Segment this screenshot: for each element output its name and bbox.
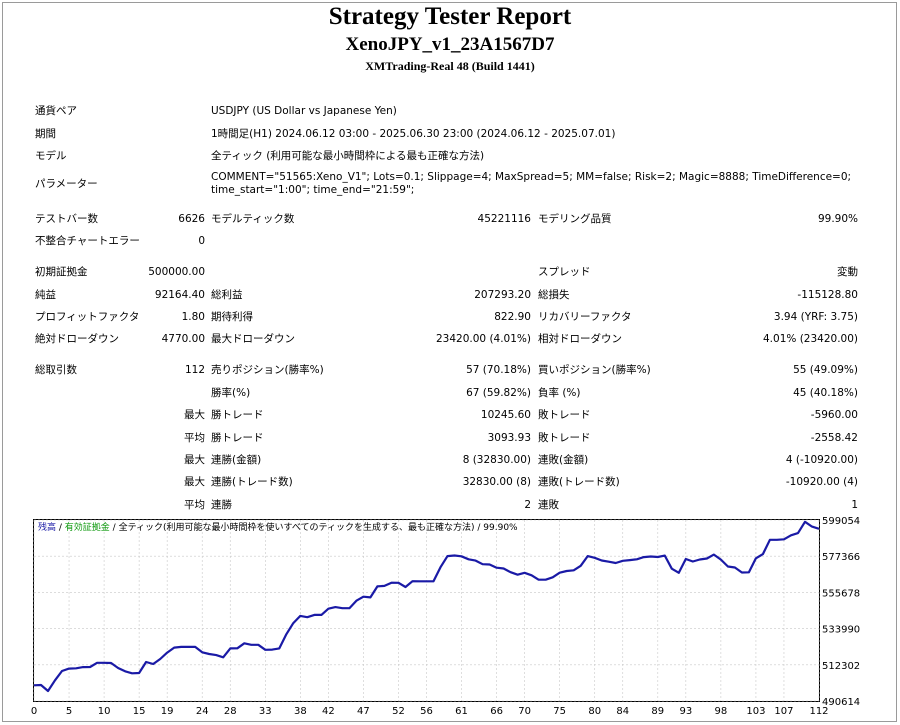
- recovery-factor-value: 3.94 (YRF: 3.75): [773, 311, 858, 323]
- profit-factor-label: プロフィットファクタ: [35, 311, 140, 323]
- total-trades-value: 112: [184, 364, 205, 376]
- bars-label: テストバー数: [35, 213, 98, 225]
- legend-equity: 有効証拠金: [64, 523, 110, 533]
- mismatch-value: 0: [198, 235, 205, 247]
- pair-label: 通貨ペア: [35, 105, 77, 117]
- total-trades-label: 総取引数: [35, 364, 77, 376]
- consec-losses-count-label: 連敗(トレード数): [538, 476, 620, 488]
- largest-loss-value: -5960.00: [810, 409, 858, 421]
- gross-profit-value: 207293.20: [474, 289, 531, 301]
- params-label: パラメーター: [35, 178, 98, 190]
- short-positions-value: 57 (70.18%): [466, 364, 531, 376]
- mismatch-label: 不整合チャートエラー: [35, 235, 140, 247]
- gross-loss-value: -115128.80: [797, 289, 858, 301]
- spread-value: 変動: [837, 266, 858, 278]
- rel-drawdown-value: 4.01% (23420.00): [763, 333, 858, 345]
- avg-loss-label: 敗トレード: [538, 432, 591, 444]
- consec-wins-count-label: 連勝(トレード数): [211, 476, 293, 488]
- net-profit-value: 92164.40: [154, 289, 205, 301]
- recovery-factor-label: リカバリーファクタ: [538, 311, 632, 323]
- report-title: Strategy Tester Report: [328, 3, 572, 30]
- profit-factor-value: 1.80: [181, 311, 205, 323]
- consec-losses-count-value: -10920.00 (4): [785, 476, 858, 488]
- consec-losses-amount-label: 連敗(金額): [538, 454, 589, 466]
- avg-consec-wins-value: 2: [524, 499, 531, 511]
- avg-win-label: 勝トレード: [211, 432, 264, 444]
- ticks-label: モデルティック数: [211, 213, 295, 225]
- avg-win-value: 3093.93: [487, 432, 531, 444]
- abs-drawdown-label: 絶対ドローダウン: [35, 333, 119, 345]
- spread-label: スプレッド: [538, 266, 591, 278]
- quality-label: モデリング品質: [538, 213, 612, 225]
- legend-separator: /: [109, 523, 119, 533]
- report-subtitle: XenoJPY_v1_23A1567D7: [345, 34, 555, 55]
- ticks-value: 45221116: [477, 213, 531, 225]
- legend-quality: 99.90%: [483, 523, 518, 533]
- abs-drawdown-value: 4770.00: [161, 333, 205, 345]
- avg-loss-value: -2558.42: [810, 432, 858, 444]
- consec-wins-amount-label: 連勝(金額): [211, 454, 262, 466]
- loss-rate-label: 負率 (%): [538, 387, 581, 399]
- largest-prefix: 最大: [184, 409, 205, 421]
- params-line2: time_start="1:00"; time_end="21:59";: [211, 184, 415, 196]
- loss-rate-value: 45 (40.18%): [793, 387, 858, 399]
- largest-win-label: 勝トレード: [211, 409, 264, 421]
- params-line1: COMMENT="51565:Xeno_V1"; Lots=0.1; Slipp…: [211, 171, 852, 183]
- legend-separator: /: [474, 523, 484, 533]
- avg-consec-wins-label: 連勝: [211, 499, 232, 511]
- gross-loss-label: 総損失: [538, 289, 570, 301]
- long-positions-value: 55 (49.09%): [793, 364, 858, 376]
- report-build: XMTrading-Real 48 (Build 1441): [365, 59, 535, 73]
- max-prefix-consec-amount: 最大: [184, 454, 205, 466]
- pair-value: USDJPY (US Dollar vs Japanese Yen): [211, 105, 397, 117]
- period-value: 1時間足(H1) 2024.06.12 03:00 - 2025.06.30 2…: [211, 128, 616, 140]
- max-prefix-consec-count: 最大: [184, 476, 205, 488]
- chart-legend: 残高 / 有効証拠金 / 全ティック(利用可能な最小時間枠を使いすべてのティック…: [38, 522, 518, 534]
- avg-consec-losses-value: 1: [851, 499, 858, 511]
- average-prefix: 平均: [184, 432, 205, 444]
- avg-prefix-consec: 平均: [184, 499, 205, 511]
- win-rate-label: 勝率(%): [211, 387, 251, 399]
- largest-loss-label: 敗トレード: [538, 409, 591, 421]
- consec-wins-amount-value: 8 (32830.00): [462, 454, 531, 466]
- expected-payoff-label: 期待利得: [211, 311, 253, 323]
- model-label: モデル: [35, 150, 67, 162]
- avg-consec-losses-label: 連敗: [538, 499, 559, 511]
- expected-payoff-value: 822.90: [494, 311, 531, 323]
- period-label: 期間: [35, 128, 56, 140]
- win-rate-value: 67 (59.82%): [466, 387, 531, 399]
- rel-drawdown-label: 相対ドローダウン: [538, 333, 622, 345]
- deposit-value: 500000.00: [148, 266, 205, 278]
- legend-model: 全ティック(利用可能な最小時間枠を使いすべてのティックを生成する、最も正確な方法…: [118, 523, 475, 533]
- short-positions-label: 売りポジション(勝率%): [211, 364, 324, 376]
- legend-separator: /: [56, 523, 65, 533]
- largest-win-value: 10245.60: [480, 409, 531, 421]
- max-drawdown-value: 23420.00 (4.01%): [436, 333, 531, 345]
- consec-wins-count-value: 32830.00 (8): [462, 476, 531, 488]
- net-profit-label: 純益: [35, 289, 56, 301]
- consec-losses-amount-value: 4 (-10920.00): [785, 454, 858, 466]
- gross-profit-label: 総利益: [211, 289, 243, 301]
- long-positions-label: 買いポジション(勝率%): [538, 364, 651, 376]
- quality-value: 99.90%: [817, 213, 858, 225]
- model-value: 全ティック (利用可能な最小時間枠による最も正確な方法): [211, 150, 485, 162]
- legend-balance: 残高: [38, 523, 57, 533]
- deposit-label: 初期証拠金: [35, 266, 88, 278]
- bars-value: 6626: [178, 213, 205, 225]
- max-drawdown-label: 最大ドローダウン: [211, 333, 295, 345]
